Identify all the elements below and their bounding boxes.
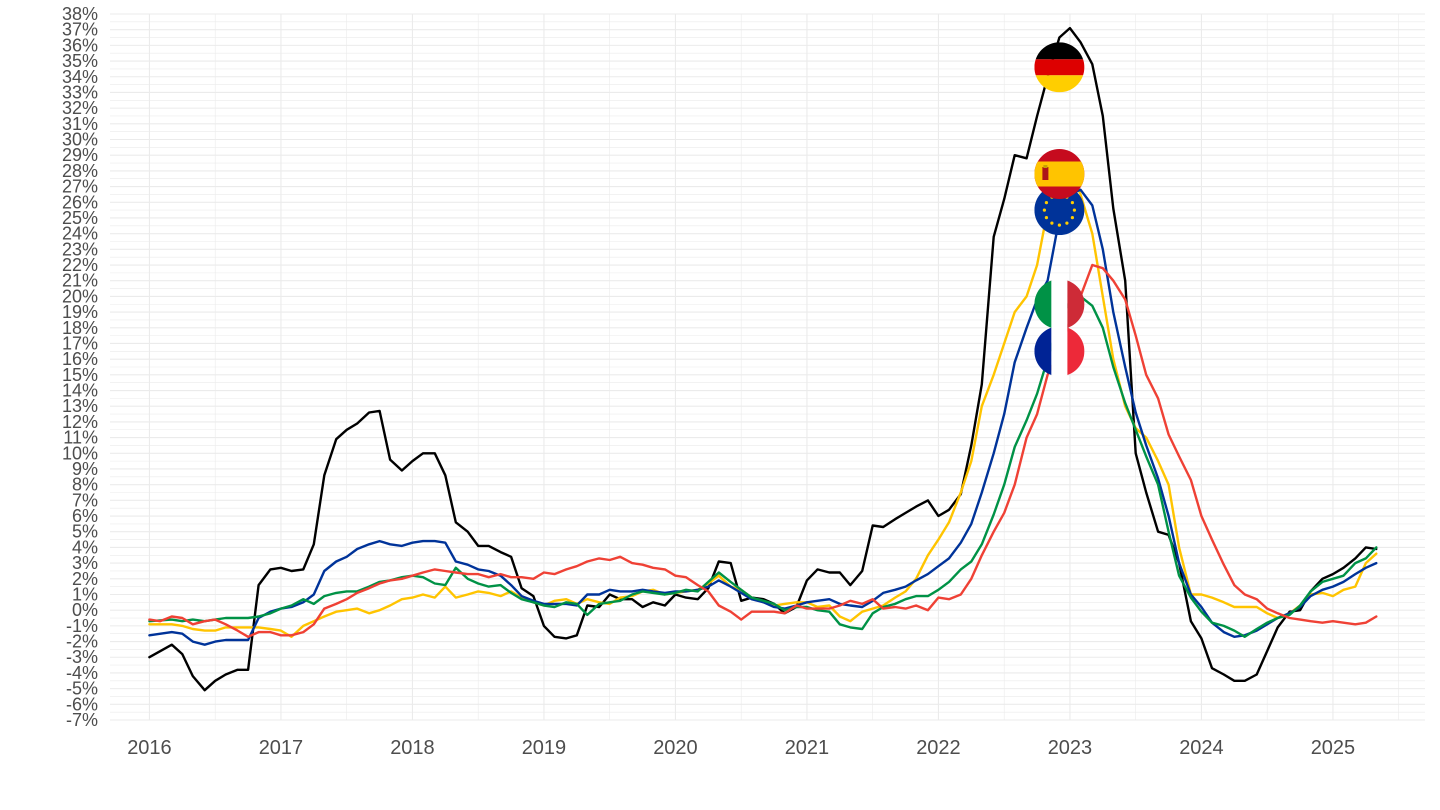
y-tick-label: 33%: [62, 82, 98, 102]
y-tick-label: 36%: [62, 35, 98, 55]
y-tick-label: -2%: [66, 632, 98, 652]
y-tick-label: 25%: [62, 208, 98, 228]
y-tick-label: 10%: [62, 443, 98, 463]
y-tick-label: 7%: [72, 490, 98, 510]
y-tick-label: 17%: [62, 333, 98, 353]
y-tick-label: 38%: [62, 4, 98, 24]
y-tick-label: 28%: [62, 161, 98, 181]
y-tick-label: 8%: [72, 475, 98, 495]
y-tick-label: 26%: [62, 192, 98, 212]
eu-star: [1044, 216, 1049, 220]
y-tick-label: 9%: [72, 459, 98, 479]
y-tick-label: -5%: [66, 679, 98, 699]
y-tick-label: 5%: [72, 522, 98, 542]
eu-star: [1070, 216, 1074, 220]
y-tick-label: 29%: [62, 145, 98, 165]
y-tick-label: 4%: [72, 537, 98, 557]
y-tick-label: 27%: [62, 177, 98, 197]
x-tick-label: 2019: [522, 737, 567, 759]
germany-flag-icon: [1034, 42, 1085, 93]
y-tick-label: -1%: [66, 616, 98, 636]
series-flags: [1034, 42, 1085, 377]
y-tick-label: 30%: [62, 130, 98, 150]
y-tick-label: 15%: [62, 365, 98, 385]
y-tick-label: 16%: [62, 349, 98, 369]
eu-star: [1042, 208, 1046, 212]
x-tick-label: 2018: [390, 737, 435, 759]
x-axis: 2016 2017 2018 2019 2020 2021 2022 2023 2024 2025: [127, 737, 1355, 759]
y-tick-label: 31%: [62, 114, 98, 134]
y-tick-label: 3%: [72, 553, 98, 573]
x-tick-label: 2016: [127, 737, 172, 759]
x-tick-label: 2022: [916, 737, 961, 759]
spain-flag-icon: [1034, 149, 1085, 199]
y-tick-label: 6%: [72, 506, 98, 526]
y-tick-label: 20%: [62, 286, 98, 306]
x-tick-label: 2017: [259, 737, 304, 759]
y-tick-label: 23%: [62, 239, 98, 259]
y-tick-label: 19%: [62, 302, 98, 322]
y-tick-label: 35%: [62, 51, 98, 71]
y-tick-label: 13%: [62, 396, 98, 416]
y-tick-label: 18%: [62, 318, 98, 338]
y-tick-label: 24%: [62, 224, 98, 244]
series-line-euro-area: [148, 188, 1378, 646]
france-flag-icon: [1034, 326, 1085, 377]
y-tick-label: 32%: [62, 98, 98, 118]
y-tick-label: -4%: [66, 663, 98, 683]
y-tick-label: 1%: [72, 584, 98, 604]
eu-star: [1044, 201, 1049, 205]
y-tick-label: 22%: [62, 255, 98, 275]
eu-star: [1050, 221, 1054, 225]
x-tick-label: 2024: [1179, 737, 1224, 759]
series-line-france: [148, 263, 1378, 638]
y-tick-label: 12%: [62, 412, 98, 432]
grid: [110, 13, 1425, 721]
y-tick-label: 11%: [63, 428, 98, 448]
y-tick-label: 2%: [72, 569, 98, 589]
y-tick-label: -6%: [66, 694, 98, 714]
x-tick-label: 2020: [653, 737, 698, 759]
y-tick-label: -3%: [66, 647, 98, 667]
x-tick-label: 2025: [1311, 737, 1356, 759]
series-lines: [148, 26, 1378, 692]
y-tick-label: 0%: [72, 600, 98, 620]
y-tick-label: 14%: [62, 381, 98, 401]
eu-star: [1057, 223, 1061, 227]
y-axis: -7%-6%-5%-4%-3%-2%-1%0%1%2%3%4%5%6%7%8%9…: [62, 4, 98, 730]
y-tick-label: 21%: [62, 271, 98, 291]
y-tick-label: -7%: [66, 710, 98, 730]
eu-star: [1070, 201, 1074, 205]
series-line-spain: [148, 169, 1378, 638]
series-line-italy: [148, 295, 1378, 638]
x-tick-label: 2023: [1048, 737, 1093, 759]
y-tick-label: 37%: [62, 20, 98, 40]
italy-flag-icon: [1034, 279, 1085, 330]
y-tick-label: 34%: [62, 67, 98, 87]
eu-star: [1065, 221, 1069, 225]
x-tick-label: 2021: [785, 737, 830, 759]
eu-star: [1072, 208, 1076, 212]
